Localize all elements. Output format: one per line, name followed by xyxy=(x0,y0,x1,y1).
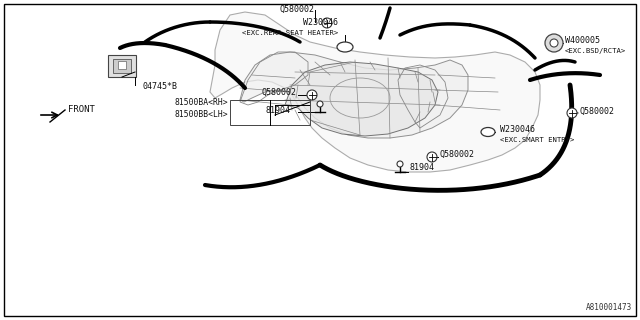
Circle shape xyxy=(397,161,403,167)
Polygon shape xyxy=(210,12,540,172)
FancyBboxPatch shape xyxy=(113,59,131,73)
Circle shape xyxy=(545,34,563,52)
Circle shape xyxy=(317,101,323,107)
Text: 04745*B: 04745*B xyxy=(143,82,177,91)
Text: 81500BB<LH>: 81500BB<LH> xyxy=(174,110,228,119)
Text: Q580002: Q580002 xyxy=(280,5,315,14)
Circle shape xyxy=(322,18,332,28)
Text: 81500BA<RH>: 81500BA<RH> xyxy=(174,98,228,107)
Polygon shape xyxy=(285,62,438,136)
Text: Q580002: Q580002 xyxy=(261,88,296,97)
Text: W400005: W400005 xyxy=(565,36,600,45)
Polygon shape xyxy=(240,52,468,138)
Text: 81904: 81904 xyxy=(410,163,435,172)
Text: <EXC.REAR SEAT HEATER>: <EXC.REAR SEAT HEATER> xyxy=(242,30,338,36)
Circle shape xyxy=(307,90,317,100)
Text: W230046: W230046 xyxy=(500,125,535,134)
Text: Q580002: Q580002 xyxy=(440,150,475,159)
Ellipse shape xyxy=(481,127,495,137)
Text: W230046: W230046 xyxy=(303,18,338,27)
Text: A810001473: A810001473 xyxy=(586,303,632,312)
FancyBboxPatch shape xyxy=(108,55,136,77)
Circle shape xyxy=(550,39,558,47)
Text: <EXC.SMART ENTRY>: <EXC.SMART ENTRY> xyxy=(500,137,574,143)
Text: 81904: 81904 xyxy=(266,106,291,115)
Text: FRONT: FRONT xyxy=(68,106,95,115)
Circle shape xyxy=(567,108,577,118)
FancyBboxPatch shape xyxy=(118,61,126,69)
Ellipse shape xyxy=(337,42,353,52)
Circle shape xyxy=(427,152,437,162)
Text: Q580002: Q580002 xyxy=(580,107,615,116)
Text: <EXC.BSD/RCTA>: <EXC.BSD/RCTA> xyxy=(565,48,627,54)
